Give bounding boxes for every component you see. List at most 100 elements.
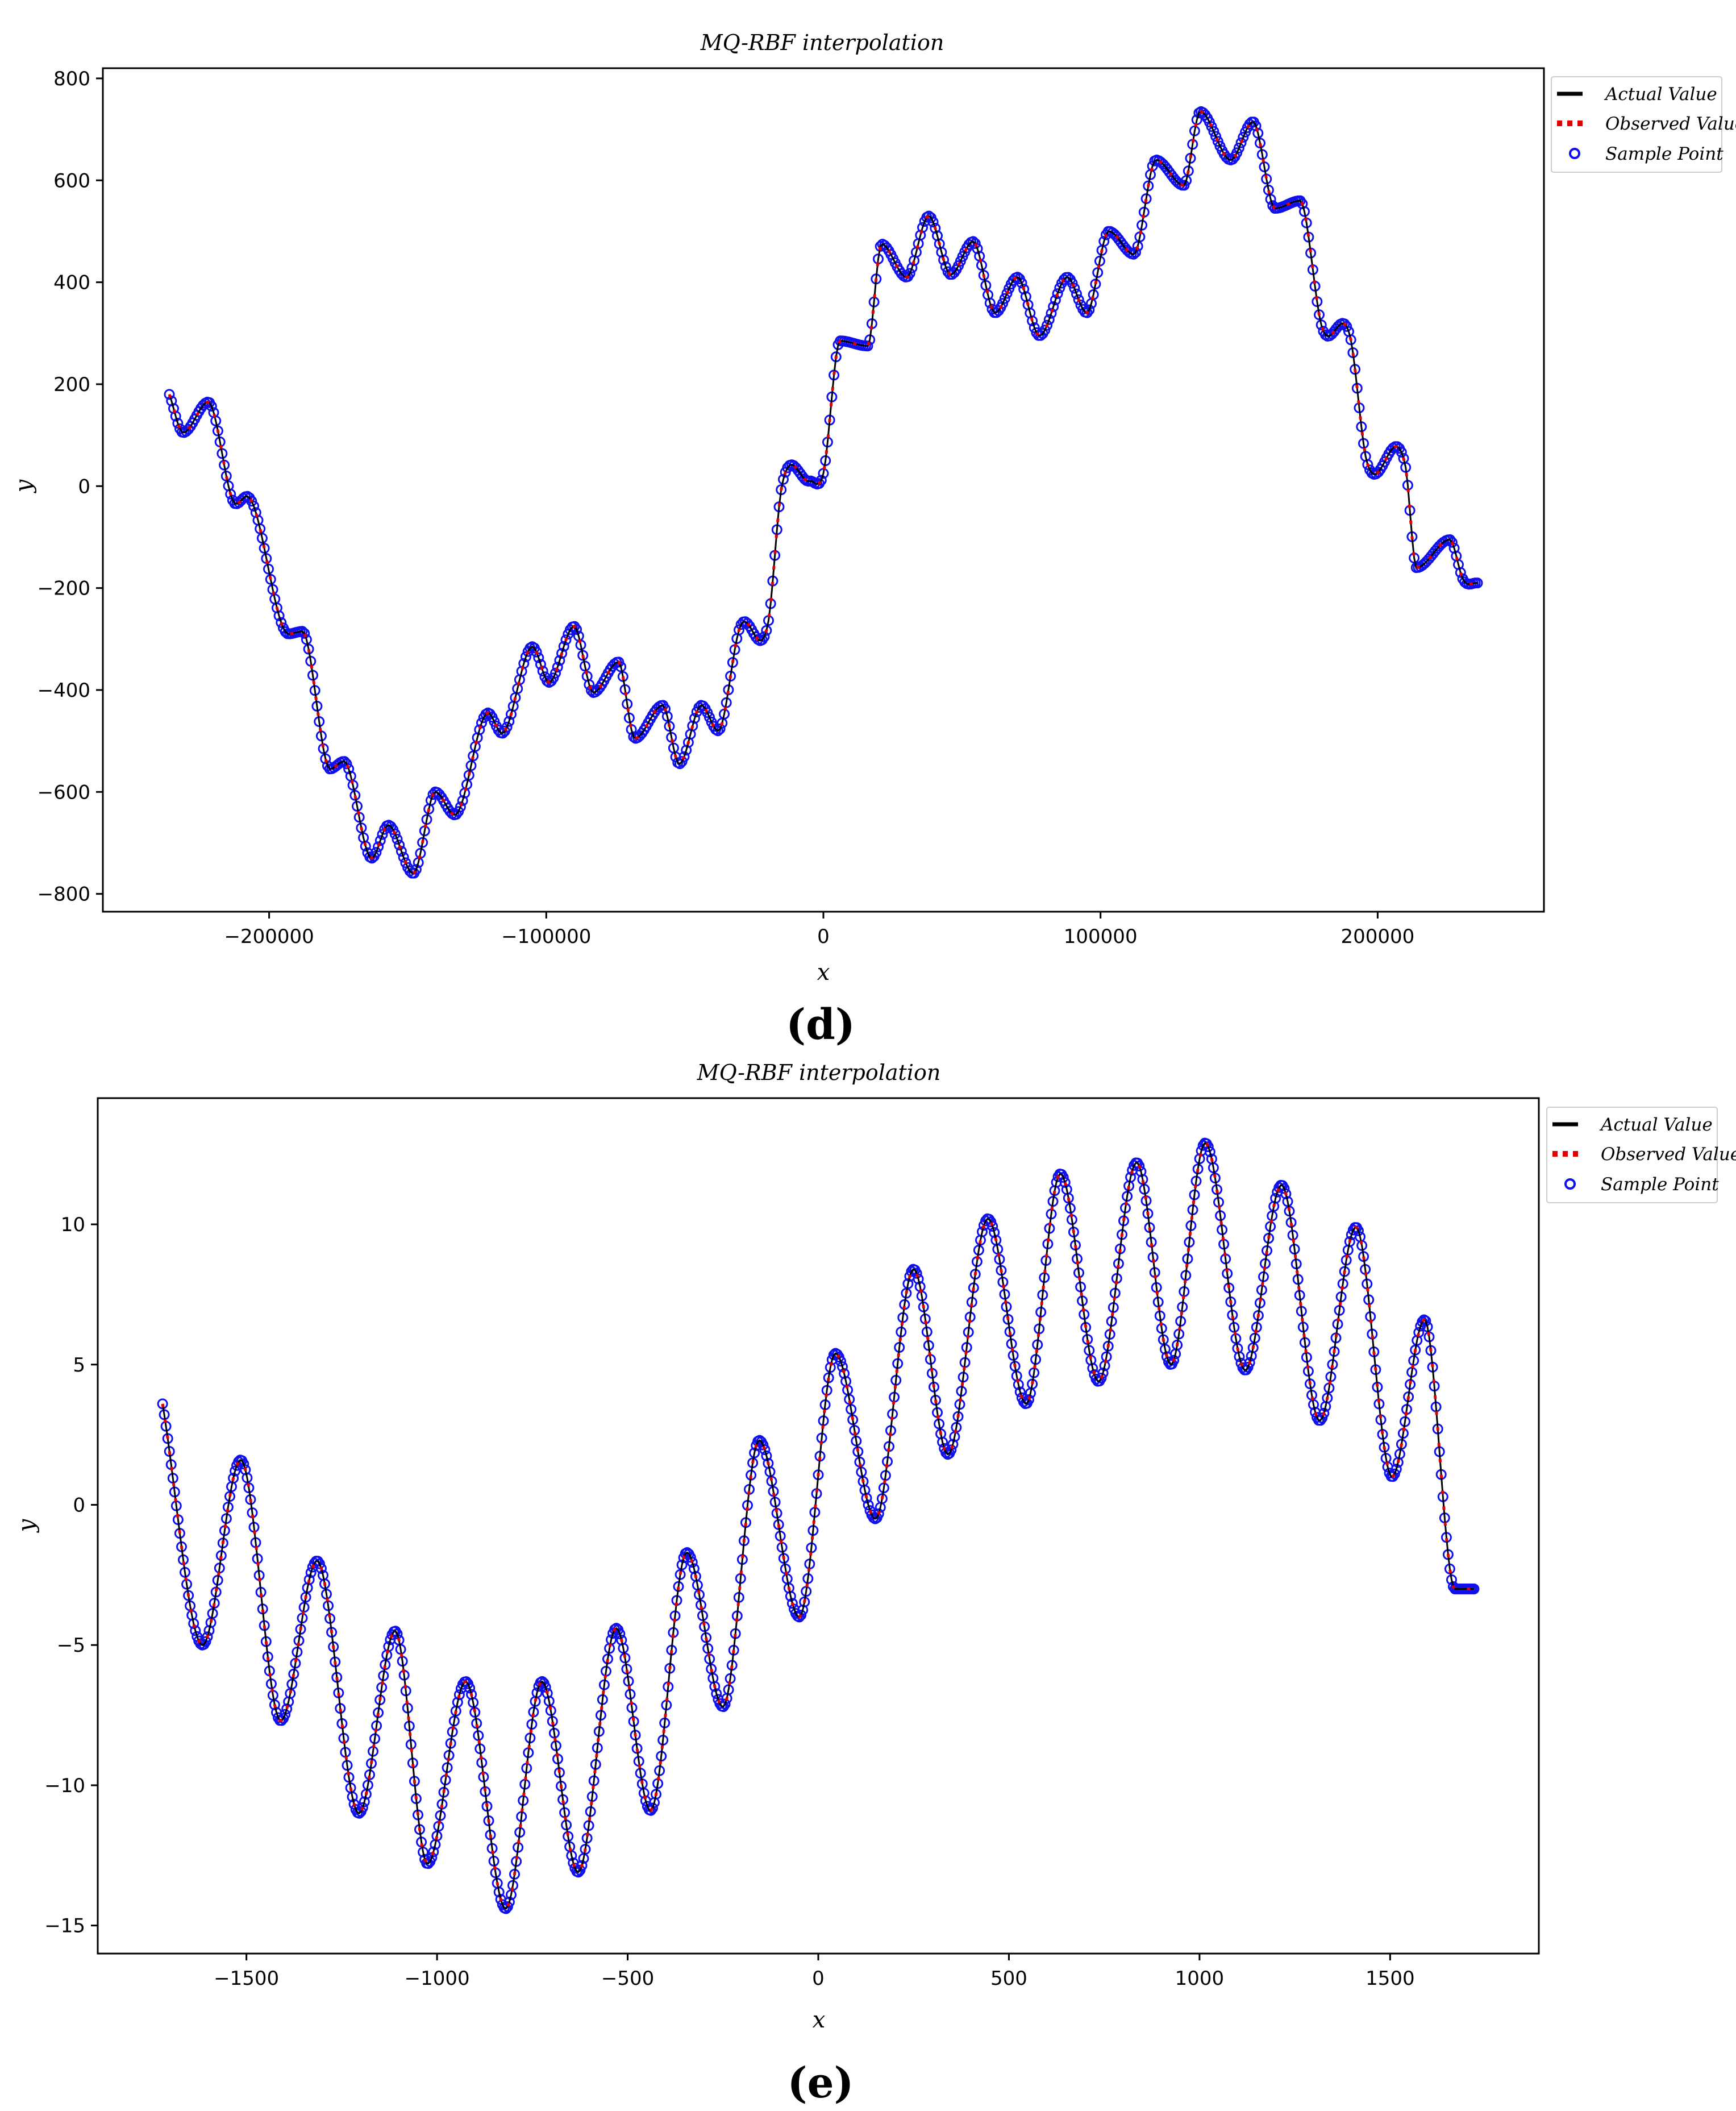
- sample-point: [1073, 294, 1084, 305]
- sample-point: [188, 1618, 199, 1629]
- sample-point: [248, 501, 260, 512]
- sample-point: [1265, 194, 1276, 205]
- sample-point: [1208, 126, 1219, 137]
- x-tick-label: −1000: [405, 1967, 470, 1990]
- sample-point: [225, 488, 236, 500]
- y-tick-label: 600: [53, 169, 90, 192]
- sample-point: [370, 847, 382, 858]
- sample-point: [1318, 1407, 1330, 1419]
- chart-e-x-ticks: −1500 −1000 −500 0 500 1000 1500: [214, 1954, 1415, 1990]
- sample-point: [709, 1681, 721, 1692]
- sample-point: [861, 1493, 872, 1504]
- sample-point: [396, 846, 407, 857]
- sample-point: [493, 1886, 505, 1898]
- sample-point: [1043, 314, 1055, 325]
- x-tick-label: 200000: [1340, 925, 1414, 948]
- chart-d-legend-box: [1551, 76, 1722, 173]
- sample-point: [911, 1268, 922, 1279]
- sample-point: [453, 1689, 465, 1701]
- sample-point: [256, 533, 268, 544]
- sample-point: [1067, 277, 1078, 289]
- sample-point: [552, 662, 563, 673]
- sample-point: [503, 716, 515, 727]
- sample-point: [1128, 248, 1139, 260]
- sample-point: [611, 1623, 622, 1634]
- sample-point: [276, 617, 287, 628]
- sample-point: [503, 1896, 515, 1908]
- sample-point: [533, 652, 544, 663]
- sample-point: [761, 625, 772, 636]
- sample-point: [536, 1676, 548, 1687]
- y-tick-label: −800: [38, 883, 90, 906]
- sample-point: [349, 789, 361, 801]
- y-tick-label: −5: [57, 1634, 85, 1657]
- x-tick-label: 1000: [1175, 1967, 1225, 1990]
- sample-point: [1181, 175, 1192, 186]
- chart-d-legend-actual: Actual Value: [1604, 84, 1717, 105]
- sample-point: [398, 851, 409, 863]
- chart-e-y-ticks: −15 −10 −5 0 5 10: [44, 1214, 98, 1938]
- sample-point: [689, 713, 700, 724]
- chart-d-y-ticks: −800 −600 −400 −200 0 200 400 600 800: [38, 68, 103, 906]
- sample-point: [425, 795, 436, 806]
- sample-point: [1446, 537, 1458, 548]
- sample-point: [353, 1807, 365, 1819]
- sample-point: [1362, 459, 1373, 470]
- sample-point: [686, 1557, 698, 1568]
- sample-point: [389, 828, 401, 840]
- sample-point: [815, 475, 827, 486]
- sample-point: [873, 1508, 884, 1519]
- y-tick-label: −200: [38, 577, 90, 600]
- sample-point: [661, 710, 673, 722]
- sample-point: [997, 298, 1009, 309]
- sample-point: [1027, 315, 1038, 327]
- chart-d-x-ticks: −200000 −100000 0 100000 200000: [224, 912, 1414, 948]
- sample-point: [1069, 282, 1080, 294]
- y-tick-label: −15: [44, 1915, 85, 1938]
- sample-point: [1270, 1192, 1281, 1204]
- sample-point: [1420, 1315, 1431, 1327]
- chart-d-plot-area: [164, 106, 1483, 879]
- sample-point: [357, 1802, 368, 1813]
- sample-point: [930, 223, 941, 234]
- chart-e-plot-area: [157, 1137, 1480, 1914]
- sample-point: [394, 840, 405, 851]
- sample-point: [734, 624, 744, 635]
- chart-e-legend-sample: Sample Point: [1601, 1174, 1719, 1195]
- chart-e-legend: Actual Value Observed Value Sample Point: [1546, 1107, 1736, 1203]
- sample-point: [531, 646, 542, 658]
- sample-point: [550, 667, 561, 679]
- sample-point: [464, 1682, 476, 1694]
- sample-point: [1071, 288, 1082, 300]
- sample-point: [1202, 1141, 1214, 1152]
- sample-point: [1235, 137, 1247, 148]
- sample-point: [172, 418, 184, 429]
- sample-point: [554, 655, 565, 666]
- sample-point: [1023, 1394, 1034, 1405]
- sample-point: [984, 297, 996, 309]
- sample-point: [1001, 288, 1013, 299]
- sample-point: [230, 1465, 241, 1477]
- sample-point: [938, 254, 950, 265]
- x-tick-label: 0: [817, 925, 830, 948]
- y-tick-label: 200: [53, 373, 90, 396]
- sample-point: [778, 473, 789, 485]
- panel-label-d: (d): [786, 1000, 855, 1049]
- sample-point: [1344, 1236, 1355, 1247]
- y-tick-label: −400: [38, 679, 90, 702]
- x-tick-label: −100000: [501, 925, 591, 948]
- sample-point: [759, 631, 770, 642]
- sample-point: [761, 1450, 772, 1461]
- sample-point: [1059, 1177, 1071, 1188]
- x-tick-label: −500: [601, 1967, 654, 1990]
- sample-point: [360, 841, 371, 852]
- y-tick-label: −10: [44, 1775, 85, 1797]
- chart-e: MQ-RBF interpolation −1500 −1000 −500 0 500 1…: [14, 1060, 1736, 2108]
- sample-point: [410, 864, 422, 875]
- sample-point: [678, 751, 690, 762]
- sample-point: [280, 1709, 291, 1720]
- sample-point: [343, 763, 355, 775]
- sample-point: [1016, 277, 1027, 289]
- sample-point: [455, 801, 466, 813]
